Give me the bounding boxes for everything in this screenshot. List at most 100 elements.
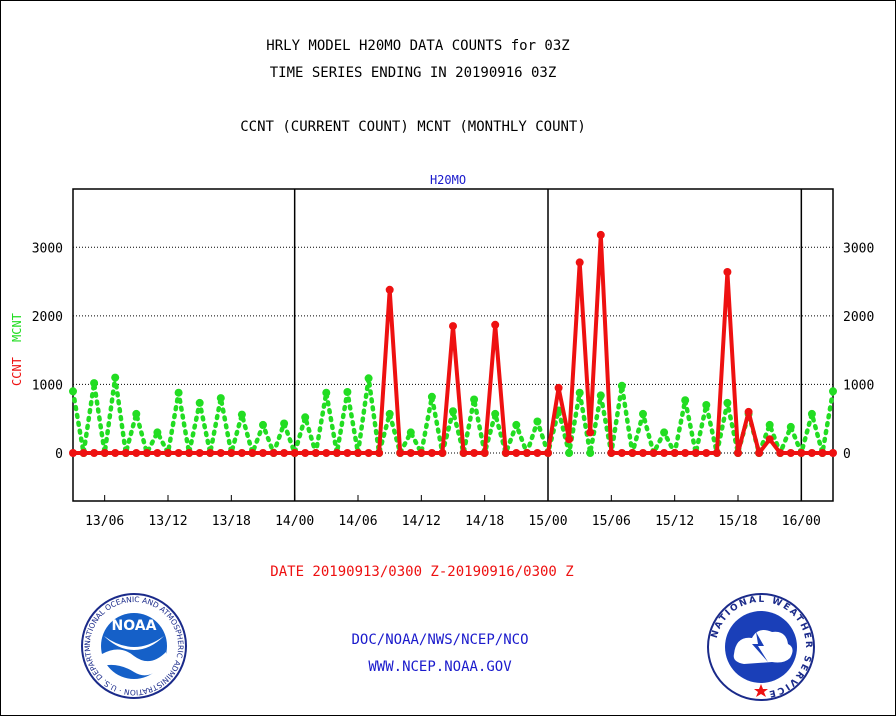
point-ccnt [406, 449, 415, 457]
point-mcnt [829, 387, 837, 396]
point-ccnt [248, 449, 257, 457]
point-mcnt [153, 428, 162, 437]
point-mcnt [322, 388, 331, 397]
point-ccnt [227, 449, 236, 457]
x-tick-label: 15/00 [528, 514, 567, 529]
point-mcnt [702, 401, 711, 409]
point-ccnt [322, 449, 331, 457]
point-ccnt [544, 449, 552, 457]
y-tick-label-right: 3000 [843, 241, 874, 256]
point-ccnt [164, 449, 172, 457]
point-ccnt [364, 449, 373, 457]
x-tick-label: 13/12 [148, 514, 187, 529]
point-mcnt [565, 449, 574, 457]
point-mcnt [364, 374, 373, 383]
point-ccnt [491, 320, 500, 329]
point-ccnt [206, 449, 215, 457]
point-ccnt [744, 407, 753, 416]
point-ccnt [100, 449, 109, 457]
point-mcnt [343, 388, 352, 396]
point-ccnt [269, 449, 278, 457]
point-mcnt [216, 394, 225, 403]
point-ccnt [533, 449, 542, 457]
point-ccnt [829, 449, 837, 457]
point-ccnt [132, 449, 141, 457]
point-ccnt [575, 258, 584, 267]
point-mcnt [596, 391, 605, 400]
point-ccnt [702, 449, 711, 457]
point-ccnt [470, 449, 479, 457]
point-mcnt [765, 420, 774, 429]
point-mcnt [807, 409, 816, 418]
point-ccnt [765, 435, 774, 444]
point-ccnt [807, 449, 816, 457]
point-ccnt [280, 449, 289, 457]
point-ccnt [586, 428, 595, 437]
y-tick-label-left: 3000 [32, 241, 63, 256]
y-tick-label-left: 2000 [32, 310, 63, 325]
chart-subtitle: CCNT (CURRENT COUNT) MCNT (MONTHLY COUNT… [240, 119, 586, 135]
date-range: DATE 20190913/0300 Z-20190916/0300 Z [270, 564, 574, 580]
point-ccnt [259, 449, 267, 457]
point-ccnt [90, 449, 99, 457]
point-ccnt [660, 449, 669, 457]
point-ccnt [354, 449, 362, 457]
point-ccnt [427, 449, 436, 457]
point-ccnt [649, 449, 658, 457]
point-mcnt [491, 409, 500, 418]
point-mcnt [406, 428, 415, 437]
point-ccnt [480, 449, 489, 457]
chart-title-line1: HRLY MODEL H20MO DATA COUNTS for 03Z [266, 38, 570, 54]
point-ccnt [628, 449, 637, 457]
point-ccnt [512, 449, 521, 457]
point-ccnt [723, 268, 732, 276]
point-mcnt [195, 398, 204, 407]
point-ccnt [776, 449, 785, 457]
point-mcnt [575, 388, 584, 397]
point-mcnt [533, 417, 542, 426]
point-ccnt [607, 449, 616, 457]
point-ccnt [797, 449, 806, 457]
point-mcnt [586, 449, 595, 457]
point-mcnt [132, 409, 141, 418]
point-ccnt [639, 449, 647, 457]
y-tick-label-right: 2000 [843, 310, 874, 325]
point-ccnt [69, 449, 77, 457]
x-tick-label: 15/06 [592, 514, 631, 529]
point-ccnt [79, 449, 88, 457]
x-tick-label: 13/06 [85, 514, 124, 529]
x-tick-label: 14/18 [465, 514, 504, 529]
point-ccnt [712, 449, 721, 457]
org-label: DOC/NOAA/NWS/NCEP/NCO [351, 632, 529, 648]
point-ccnt [174, 449, 183, 457]
point-mcnt [449, 407, 457, 416]
x-tick-label: 16/00 [782, 514, 821, 529]
point-ccnt [818, 449, 827, 457]
point-ccnt [216, 449, 225, 457]
y-tick-label-right: 1000 [843, 378, 874, 393]
point-mcnt [427, 392, 436, 401]
point-ccnt [522, 449, 531, 457]
point-ccnt [501, 449, 510, 457]
point-ccnt [691, 449, 700, 457]
x-tick-label: 14/06 [338, 514, 377, 529]
point-ccnt [617, 449, 626, 457]
point-ccnt [332, 449, 341, 457]
y-tick-label-left: 0 [55, 447, 63, 462]
y-tick-label-right: 0 [843, 447, 851, 462]
point-mcnt [111, 373, 120, 382]
point-ccnt [438, 449, 447, 457]
point-ccnt [111, 449, 120, 457]
point-ccnt [417, 449, 426, 457]
y-axis-label-mcnt: MCNT [10, 313, 24, 342]
point-ccnt [734, 449, 742, 457]
x-tick-label: 15/12 [655, 514, 694, 529]
point-mcnt [280, 419, 289, 428]
website-link[interactable]: WWW.NCEP.NOAA.GOV [368, 659, 512, 675]
point-mcnt [470, 395, 479, 404]
point-ccnt [375, 449, 384, 457]
point-ccnt [290, 449, 299, 457]
point-mcnt [69, 387, 77, 396]
point-mcnt [617, 381, 626, 390]
